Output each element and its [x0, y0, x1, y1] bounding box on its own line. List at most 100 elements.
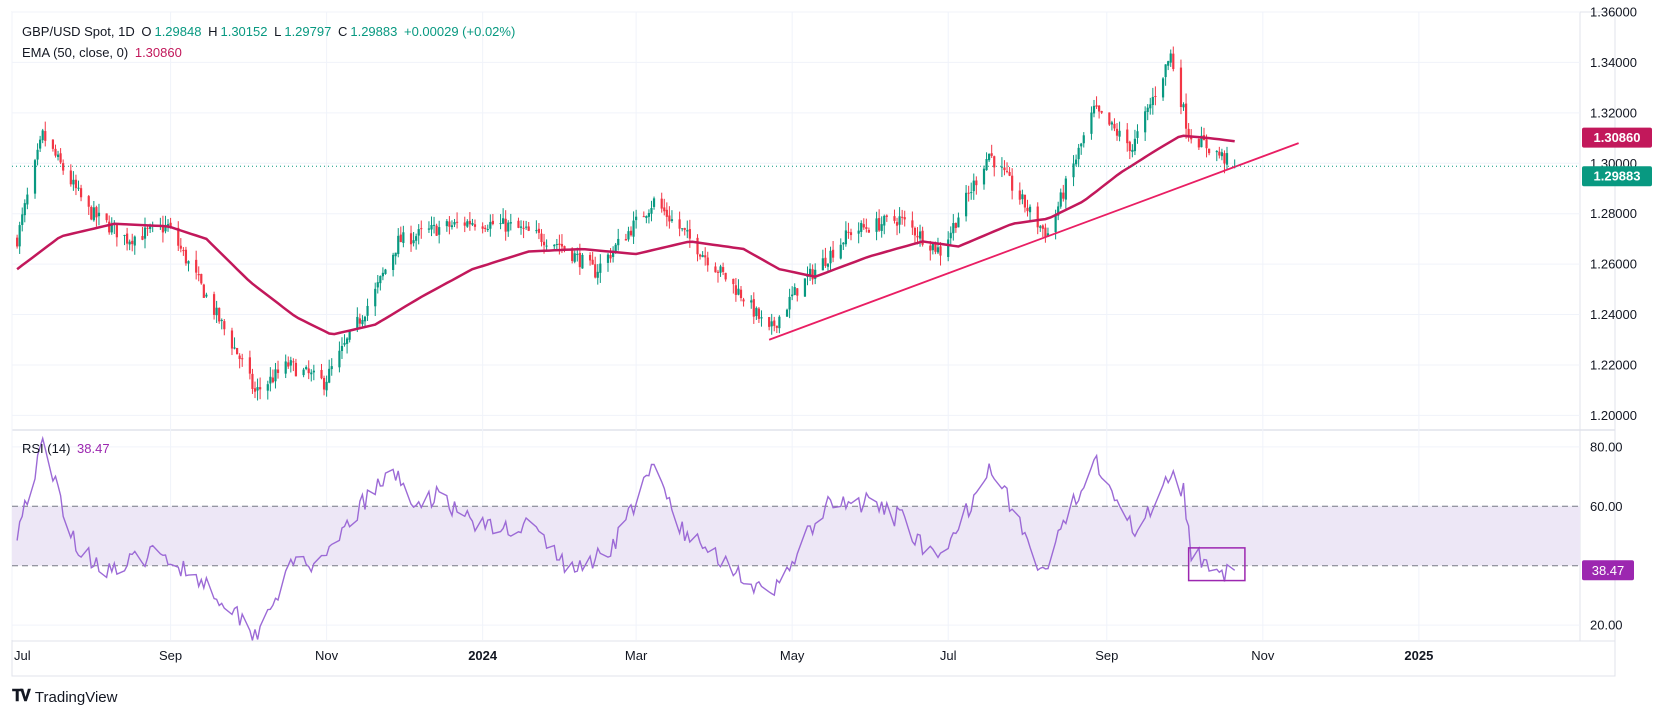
candle-body	[381, 272, 384, 277]
candle-body	[721, 267, 725, 272]
time-tick-label: Jul	[940, 648, 957, 663]
candle-body	[665, 209, 668, 217]
candle-body	[1059, 192, 1062, 207]
candle-body	[491, 220, 494, 225]
candle-body	[903, 217, 906, 220]
ema-legend-label: EMA (50, close, 0)	[22, 45, 129, 60]
candle-body	[831, 249, 835, 258]
candle-body	[415, 236, 418, 241]
candle-body	[397, 235, 400, 255]
symbol-title[interactable]: GBP/USD Spot, 1D	[22, 24, 135, 39]
candle-body	[545, 245, 548, 247]
rsi-legend[interactable]: RSI (14) 38.47	[22, 441, 113, 456]
change-value: +0.00029 (+0.02%)	[403, 24, 516, 39]
candle-body	[627, 231, 630, 240]
candle-body	[141, 236, 144, 240]
tradingview-mark-icon: 𝐓𝐕	[12, 688, 31, 705]
candle-body	[220, 319, 223, 321]
candle-body	[289, 360, 292, 366]
candle-body	[133, 236, 136, 246]
candle-body	[898, 216, 901, 225]
candle-body	[450, 225, 454, 228]
candle-body	[1197, 139, 1200, 148]
candle-body	[609, 255, 612, 259]
price-tick-label: 1.24000	[1590, 307, 1637, 322]
trendline[interactable]	[768, 142, 1299, 341]
candle-body	[16, 237, 19, 247]
candle-body	[1074, 159, 1078, 165]
candle-body	[847, 231, 850, 233]
candle-body	[51, 139, 55, 149]
candle-body	[322, 377, 326, 390]
rsi-value-label: 38.47	[1582, 560, 1634, 581]
candle-body	[599, 263, 602, 273]
candle-body	[468, 220, 471, 225]
candle-body	[251, 373, 254, 389]
price-axis-ticks[interactable]: 1.200001.220001.240001.260001.280001.300…	[1590, 5, 1637, 423]
candle-body	[179, 245, 182, 249]
candle-body	[374, 288, 377, 307]
candlestick-series	[16, 46, 1236, 401]
candle-body	[970, 192, 973, 194]
candle-body	[177, 227, 180, 246]
rsi-legend-label: RSI (14)	[22, 441, 71, 456]
candle-body	[560, 243, 564, 247]
candle-body	[384, 269, 387, 274]
candle-body	[842, 242, 845, 245]
candle-body	[489, 221, 492, 229]
ema-legend[interactable]: EMA (50, close, 0) 1.30860	[22, 45, 185, 60]
candle-body	[1179, 67, 1183, 108]
candle-body	[862, 224, 865, 228]
candle-body	[558, 243, 561, 245]
tradingview-logo[interactable]: 𝐓𝐕 TradingView	[12, 688, 117, 706]
candle-body	[878, 218, 881, 231]
rsi-tick-label: 60.00	[1590, 499, 1623, 514]
candle-body	[617, 238, 620, 246]
ema-line	[16, 134, 1235, 336]
candle-body	[1041, 225, 1044, 229]
candle-body	[1080, 143, 1083, 147]
candle-body	[686, 230, 689, 232]
candle-body	[74, 179, 78, 189]
time-tick-label: Jul	[14, 648, 31, 663]
rsi-highlight-box[interactable]	[1187, 547, 1246, 582]
candle-body	[394, 252, 397, 257]
candle-body	[652, 198, 656, 207]
candle-body	[44, 131, 47, 141]
candle-body	[466, 221, 469, 227]
last-price-label-text: 1.29883	[1594, 169, 1641, 184]
candle-body	[588, 254, 592, 261]
price-tick-label: 1.36000	[1590, 5, 1637, 20]
candle-body	[916, 235, 919, 238]
candle-body	[1110, 122, 1114, 125]
rsi-axis-ticks[interactable]: 20.00 60.00 80.00	[1590, 439, 1623, 632]
candle-body	[218, 307, 221, 322]
candle-body	[95, 207, 98, 218]
candle-body	[455, 221, 459, 223]
candle-body	[484, 227, 487, 229]
candle-body	[1115, 128, 1119, 136]
candle-body	[202, 284, 205, 298]
candle-body	[1062, 192, 1065, 199]
candle-body	[596, 271, 599, 278]
candle-body	[1064, 178, 1067, 200]
candle-body	[1225, 153, 1229, 165]
candle-body	[115, 223, 118, 238]
candle-body	[1095, 105, 1098, 107]
candle-body	[294, 362, 298, 377]
candle-body	[266, 384, 269, 391]
price-tick-label: 1.32000	[1590, 105, 1637, 120]
candle-body	[274, 369, 277, 382]
candle-body	[1113, 123, 1116, 129]
open-value: 1.29848	[154, 24, 202, 39]
candle-body	[1008, 172, 1011, 176]
candle-body	[56, 154, 60, 157]
candle-body	[1118, 130, 1121, 137]
time-axis-ticks[interactable]: Jul Sep Nov 2024 Mar May Jul Sep Nov 2025	[14, 648, 1433, 663]
candle-body	[143, 227, 147, 239]
candle-body	[312, 370, 315, 373]
candle-body	[330, 366, 333, 370]
candle-body	[392, 254, 395, 270]
candle-body	[432, 224, 436, 226]
